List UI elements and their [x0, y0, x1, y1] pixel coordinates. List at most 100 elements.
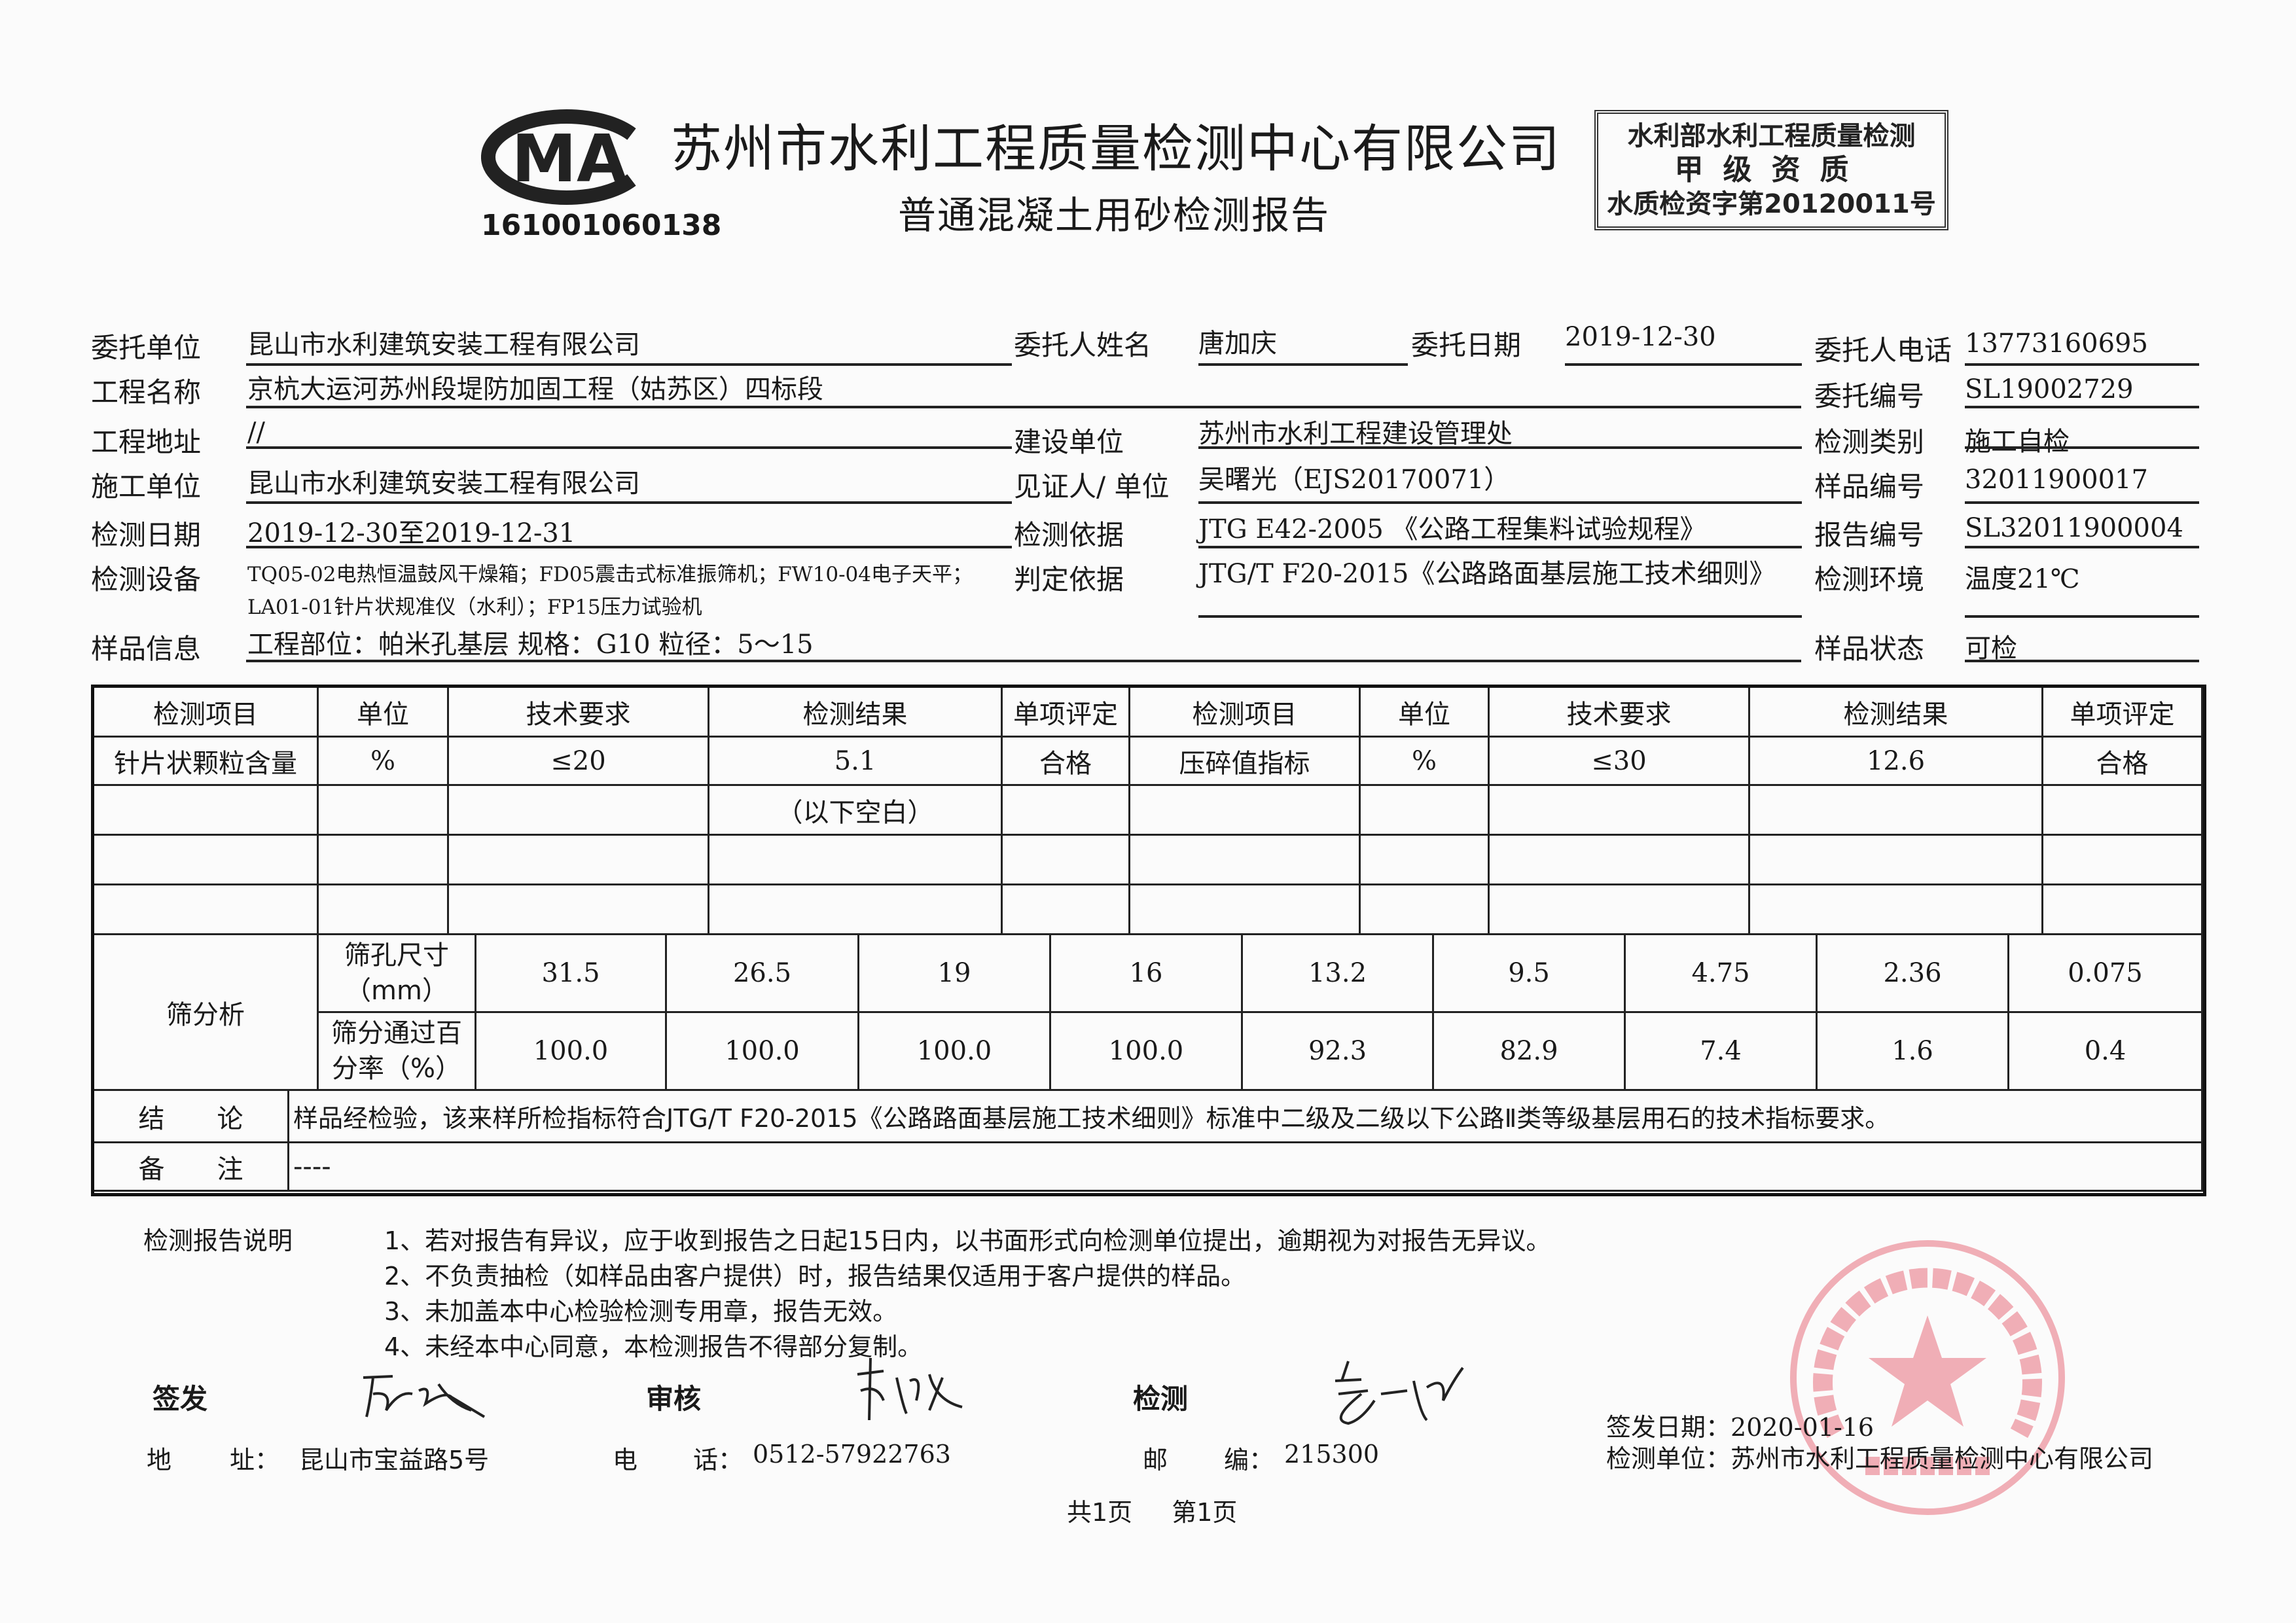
sieve-passing-header: 筛分通过百分率（%） — [317, 1011, 476, 1091]
table-cell — [708, 834, 1003, 885]
sieve-label: 筛分析 — [92, 933, 319, 1091]
phone-label-2: 话： — [693, 1446, 744, 1474]
sieve-passing-header-unit: 分率（%） — [331, 1054, 461, 1084]
sieve-size-header-line: 筛孔尺寸 — [344, 940, 449, 971]
table-cell — [1748, 834, 2043, 885]
page-current: 第1页 — [1172, 1498, 1238, 1527]
judge-basis-value: JTG/T F20-2015《公路路面基层施工技术细则》 — [1198, 559, 1776, 589]
table-cell: 针片状颗粒含量 — [92, 736, 319, 786]
table-cell: 压碎值指标 — [1128, 736, 1361, 786]
tester-signature-icon — [1335, 1361, 1464, 1425]
client-name-label: 委托人姓名 — [1014, 329, 1152, 361]
client-name-value: 唐加庆 — [1198, 329, 1277, 359]
qualification-grade: 甲级资质 — [1674, 153, 1869, 187]
client-phone-value: 13773160695 — [1965, 329, 2148, 359]
builder-label: 建设单位 — [1014, 426, 1124, 458]
column-header: 单位 — [1359, 686, 1490, 738]
address-label-2: 址： — [230, 1446, 280, 1474]
judge-basis-label: 判定依据 — [1014, 563, 1124, 596]
sieve-passing-cell: 100.0 — [475, 1011, 667, 1091]
column-header: 技术要求 — [447, 686, 709, 738]
sieve-passing-header-line: 筛分通过百 — [331, 1018, 462, 1048]
remark-row: 备 注 ---- — [92, 1141, 2203, 1192]
table-cell: 5.1 — [708, 736, 1003, 786]
project-name-value: 京杭大运河苏州段堤防加固工程（姑苏区）四标段 — [247, 374, 823, 404]
client-date-label: 委托日期 — [1411, 329, 1522, 361]
pagination: 共1页 第1页 — [1067, 1492, 1237, 1528]
builder-value: 苏州市水利工程建设管理处 — [1198, 419, 1513, 449]
constructor-label: 施工单位 — [91, 471, 202, 503]
table-cell — [2041, 883, 2203, 935]
test-date-value: 2019-12-30至2019-12-31 — [247, 518, 576, 548]
table-cell: % — [317, 736, 449, 786]
equipment-line-1: TQ05-02电热恒温鼓风干燥箱；FD05震击式标准振筛机；FW10-04电子天… — [247, 563, 973, 586]
column-header: 检测项目 — [92, 686, 319, 738]
sieve-passing-cell: 100.0 — [1049, 1011, 1243, 1091]
client-unit-label: 委托单位 — [91, 332, 202, 364]
qualification-number: 水质检资字第20120011号 — [1607, 189, 1936, 219]
table-cell — [92, 834, 319, 885]
column-header: 检测结果 — [708, 686, 1003, 738]
column-header: 技术要求 — [1488, 686, 1750, 738]
official-seal-icon — [1790, 1240, 2065, 1515]
note-item: 1、若对报告有异议，应于收到报告之日起15日内，以书面形式向检测单位提出，逾期视… — [384, 1226, 1551, 1255]
sieve-table: 筛分析 筛孔尺寸 （mm） 31.5 26.5 19 16 13.2 9.5 4.75 2.36… — [92, 933, 2203, 1091]
conclusion-table: 结 论 样品经检验，该来样所检指标符合JTG/T F20-2015《公路路面基层… — [92, 1089, 2203, 1192]
sieve-passing-cell: 100.0 — [665, 1011, 859, 1091]
note-item: 2、不负责抽检（如样品由客户提供）时，报告结果仅适用于客户提供的样品。 — [384, 1262, 1246, 1291]
address-value: 昆山市宝益路5号 — [299, 1446, 490, 1474]
cma-number: 161001060138 — [481, 209, 722, 242]
table-cell — [92, 784, 319, 836]
sieve-size-row: 筛分析 筛孔尺寸 （mm） 31.5 26.5 19 16 13.2 9.5 4.75 2.36… — [92, 933, 2203, 1091]
report-title: 普通混凝土用砂检测报告 — [898, 193, 1331, 238]
remark-label: 备 注 — [92, 1141, 289, 1192]
sieve-size-header: 筛孔尺寸 （mm） — [317, 933, 476, 1013]
test-basis-label: 检测依据 — [1014, 519, 1124, 551]
issue-unit: 检测单位：苏州市水利工程质量检测中心有限公司 — [1606, 1438, 2153, 1474]
address-label-1: 地 — [147, 1446, 172, 1474]
table-row: （以下空白） — [92, 784, 2203, 836]
phone-value: 0512-57922763 — [753, 1440, 951, 1469]
equipment-label: 检测设备 — [91, 563, 202, 596]
table-cell — [1748, 883, 2043, 935]
environment-label: 检测环境 — [1814, 563, 1925, 596]
witness-value: 吴曙光（EJS20170071） — [1198, 465, 1511, 495]
reviewer-signature-icon — [857, 1357, 963, 1421]
test-basis-value: JTG E42-2005 《公路工程集料试验规程》 — [1198, 514, 1706, 544]
table-cell — [317, 784, 449, 836]
note-item: 3、未加盖本中心检验检测专用章，报告无效。 — [384, 1297, 898, 1326]
table-cell — [1359, 784, 1490, 836]
sieve-size-cell: 31.5 — [475, 933, 667, 1013]
sieve-size-header-unit: （mm） — [345, 976, 448, 1006]
table-cell — [2041, 834, 2203, 885]
table-cell: 合格 — [1001, 736, 1130, 786]
sieve-passing-cell: 82.9 — [1432, 1011, 1626, 1091]
sample-status-label: 样品状态 — [1814, 633, 1925, 665]
tester-label: 检测 — [1133, 1383, 1189, 1415]
sieve-passing-cell: 0.4 — [2007, 1011, 2203, 1091]
constructor-value: 昆山市水利建筑安装工程有限公司 — [247, 469, 640, 499]
qualification-stamp: 水利部水利工程质量检测 甲级资质 水质检资字第20120011号 — [1594, 110, 1948, 230]
client-no-value: SL19002729 — [1965, 374, 2134, 404]
table-cell — [1488, 784, 1750, 836]
table-cell — [1488, 834, 1750, 885]
report-no-value: SL32011900004 — [1965, 513, 2183, 543]
cma-logo-icon: MA — [481, 109, 636, 205]
table-cell — [1001, 883, 1130, 935]
table-cell — [1359, 834, 1490, 885]
equipment-line-2: LA01-01针片状规准仪（水利）；FP15压力试验机 — [247, 596, 702, 619]
table-cell — [1748, 784, 2043, 836]
sample-info-label: 样品信息 — [91, 633, 202, 665]
issue-unit-label: 检测单位： — [1606, 1444, 1731, 1473]
project-address-label: 工程地址 — [91, 426, 202, 458]
table-cell — [1359, 883, 1490, 935]
conclusion-label: 结 论 — [92, 1089, 289, 1143]
remark-text: ---- — [287, 1141, 2203, 1192]
table-cell — [1488, 883, 1750, 935]
client-no-label: 委托编号 — [1814, 380, 1925, 412]
table-header-row: 检测项目 单位 技术要求 检测结果 单项评定 检测项目 单位 技术要求 检测结果 单项评定 — [92, 686, 2203, 738]
company-name: 苏州市水利工程质量检测中心有限公司 — [671, 120, 1562, 179]
column-header: 单位 — [317, 686, 449, 738]
table-cell: （以下空白） — [708, 784, 1003, 836]
client-date-value: 2019-12-30 — [1565, 322, 1716, 352]
